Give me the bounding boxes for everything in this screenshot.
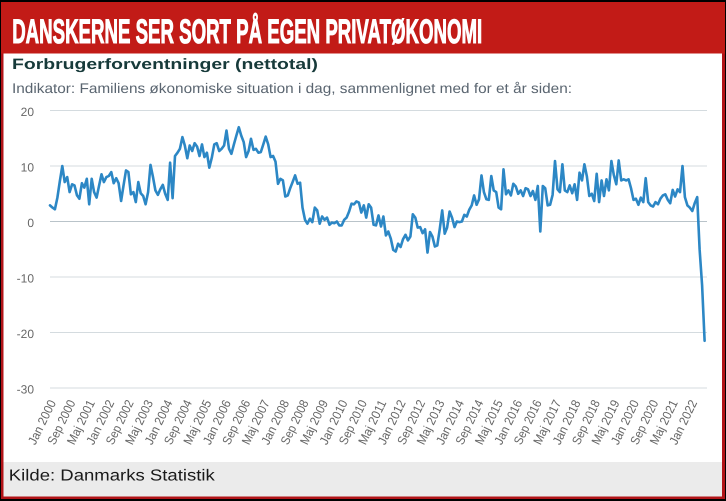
- svg-text:Indikator: Familiens økonomisk: Indikator: Familiens økonomiske situatio…: [12, 80, 572, 96]
- svg-text:Forbrugerforventninger (nettot: Forbrugerforventninger (nettotal): [12, 56, 318, 73]
- svg-text:DANSKERNE SER SORT PÅ EGEN PRI: DANSKERNE SER SORT PÅ EGEN PRIVATØKONOMI: [12, 13, 482, 51]
- svg-text:-10: -10: [17, 271, 35, 285]
- svg-text:20: 20: [21, 105, 35, 119]
- svg-text:0: 0: [27, 216, 34, 230]
- svg-text:-30: -30: [17, 382, 35, 396]
- svg-text:-20: -20: [17, 327, 35, 341]
- svg-text:Kilde: Danmarks Statistik: Kilde: Danmarks Statistik: [9, 468, 216, 485]
- svg-text:10: 10: [21, 160, 35, 174]
